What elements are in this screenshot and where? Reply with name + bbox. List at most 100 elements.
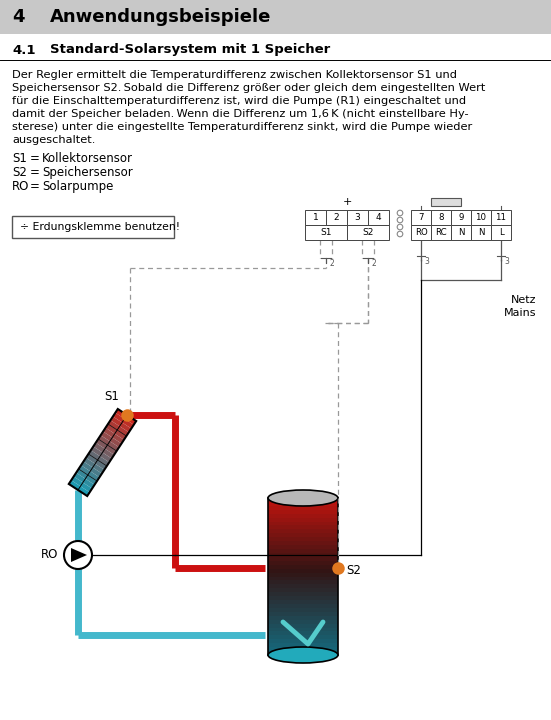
Polygon shape: [110, 416, 131, 432]
Text: 11: 11: [495, 213, 506, 222]
Bar: [268, 647, 338, 652]
Bar: [268, 577, 338, 581]
Bar: [268, 608, 338, 612]
Bar: [268, 639, 338, 644]
Text: 3: 3: [355, 213, 360, 222]
Bar: [268, 518, 338, 522]
Polygon shape: [69, 480, 90, 496]
Polygon shape: [74, 473, 95, 488]
Bar: [451, 210, 471, 225]
Bar: [268, 651, 338, 655]
Bar: [268, 616, 338, 620]
Bar: [305, 210, 326, 225]
Text: sterese) unter die eingestellte Temperaturdifferenz sinkt, wird die Pumpe wieder: sterese) unter die eingestellte Temperat…: [12, 122, 472, 132]
Bar: [12, 216, 174, 238]
Bar: [268, 534, 338, 538]
Bar: [268, 521, 338, 526]
Text: S1: S1: [12, 152, 27, 165]
Polygon shape: [81, 462, 102, 477]
Text: ÷ Erdungsklemme benutzen!: ÷ Erdungsklemme benutzen!: [20, 222, 180, 232]
Bar: [0, 0, 551, 34]
Bar: [268, 580, 338, 585]
Bar: [268, 612, 338, 616]
Bar: [268, 643, 338, 648]
Bar: [268, 561, 338, 565]
Polygon shape: [108, 420, 129, 436]
Text: N: N: [478, 228, 484, 237]
Bar: [451, 225, 471, 240]
Polygon shape: [98, 435, 119, 451]
Polygon shape: [88, 450, 109, 466]
Text: N: N: [458, 228, 464, 237]
Text: Standard-Solarsystem mit 1 Speicher: Standard-Solarsystem mit 1 Speicher: [50, 43, 330, 56]
Text: 2: 2: [329, 259, 334, 268]
Text: damit der Speicher beladen. Wenn die Differenz um 1,6 K (nicht einstellbare Hy-: damit der Speicher beladen. Wenn die Dif…: [12, 109, 468, 119]
Text: S2: S2: [363, 228, 374, 237]
Text: für die Einschalttemperaturdifferenz ist, wird die Pumpe (R1) eingeschaltet und: für die Einschalttemperaturdifferenz ist…: [12, 96, 466, 106]
Bar: [268, 564, 338, 569]
Bar: [411, 225, 431, 240]
Text: RC: RC: [435, 228, 447, 237]
Text: 9: 9: [458, 213, 464, 222]
Polygon shape: [71, 548, 87, 562]
Circle shape: [64, 541, 92, 569]
Bar: [471, 225, 491, 240]
Bar: [471, 210, 491, 225]
Bar: [268, 624, 338, 628]
Bar: [305, 225, 347, 240]
Text: 1: 1: [312, 213, 318, 222]
Text: =: =: [30, 180, 40, 193]
Polygon shape: [115, 409, 136, 425]
Text: =: =: [30, 166, 40, 179]
Text: 2: 2: [371, 259, 376, 268]
Polygon shape: [71, 477, 92, 492]
Text: 3: 3: [504, 257, 509, 266]
Bar: [326, 210, 347, 225]
Bar: [268, 628, 338, 632]
Bar: [431, 225, 451, 240]
Bar: [268, 498, 338, 503]
Bar: [268, 596, 338, 600]
Bar: [268, 588, 338, 593]
Ellipse shape: [268, 490, 338, 506]
Bar: [268, 635, 338, 640]
Polygon shape: [103, 428, 124, 444]
Text: =: =: [30, 152, 40, 165]
Text: Netz
Mains: Netz Mains: [504, 295, 536, 318]
Bar: [268, 585, 338, 589]
Text: Anwendungsbeispiele: Anwendungsbeispiele: [50, 8, 272, 26]
Polygon shape: [86, 454, 107, 469]
Text: +: +: [342, 197, 352, 207]
Bar: [268, 537, 338, 541]
Text: RO: RO: [41, 549, 58, 562]
Text: Speichersensor: Speichersensor: [42, 166, 133, 179]
Text: Der Regler ermittelt die Temperaturdifferenz zwischen Kollektorsensor S1 und: Der Regler ermittelt die Temperaturdiffe…: [12, 70, 457, 80]
Text: RO: RO: [414, 228, 428, 237]
Polygon shape: [93, 443, 114, 459]
Text: S2: S2: [346, 564, 361, 577]
Text: Speichersensor S2. Sobald die Differenz größer oder gleich dem eingestellten Wer: Speichersensor S2. Sobald die Differenz …: [12, 83, 485, 93]
Text: L: L: [499, 228, 504, 237]
Polygon shape: [96, 439, 117, 455]
Bar: [491, 225, 511, 240]
Text: 4: 4: [12, 8, 24, 26]
Text: Solarpumpe: Solarpumpe: [42, 180, 114, 193]
Polygon shape: [84, 458, 104, 474]
Polygon shape: [91, 446, 112, 462]
Bar: [431, 210, 451, 225]
Bar: [491, 210, 511, 225]
Bar: [268, 513, 338, 518]
Ellipse shape: [268, 647, 338, 663]
Text: 4: 4: [376, 213, 381, 222]
Text: ausgeschaltet.: ausgeschaltet.: [12, 135, 95, 145]
Bar: [431, 198, 461, 206]
Bar: [268, 529, 338, 534]
Text: 4.1: 4.1: [12, 43, 35, 56]
Text: 10: 10: [476, 213, 487, 222]
Bar: [347, 210, 368, 225]
Text: S1: S1: [320, 228, 332, 237]
Bar: [268, 506, 338, 510]
Bar: [268, 526, 338, 530]
Text: Kollektorsensor: Kollektorsensor: [42, 152, 133, 165]
Text: S1: S1: [104, 390, 119, 403]
